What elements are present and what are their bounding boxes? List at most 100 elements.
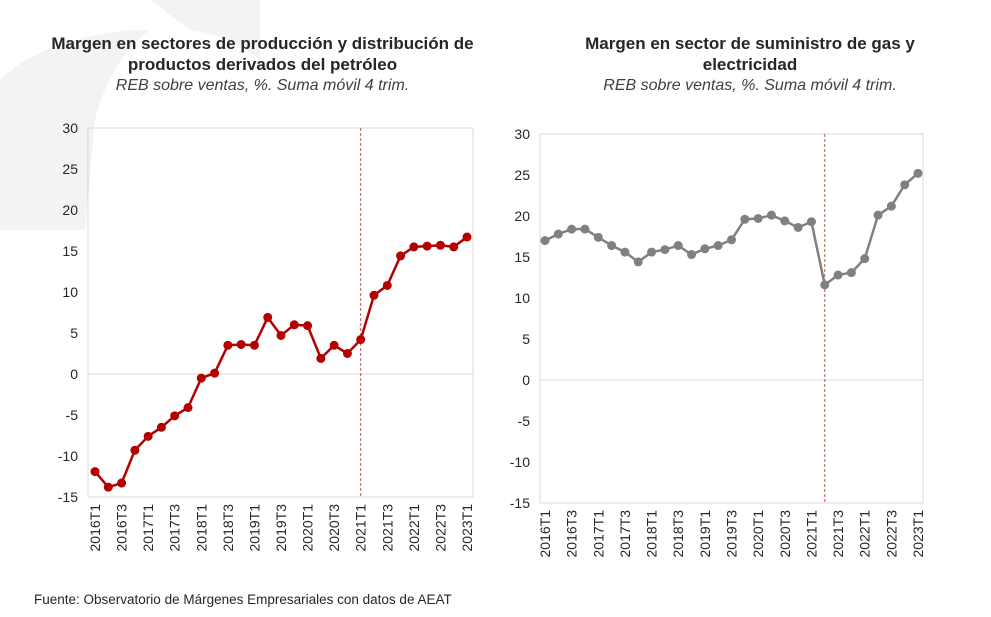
left-data-point [249,340,259,350]
left-y-tick-label: 5 [70,325,78,341]
right-x-tick-label: 2020T1 [750,510,766,558]
left-data-point [382,280,392,290]
left-y-tick-label: 10 [62,284,78,300]
right-y-tick-label: 10 [514,290,530,306]
left-x-tick-label: 2016T3 [114,504,130,552]
left-data-point [435,240,445,250]
right-y-tick-label: -5 [518,413,531,429]
right-data-point [553,229,563,239]
left-x-tick-label: 2022T3 [432,504,448,552]
left-x-tick-label: 2021T1 [353,504,369,552]
right-data-point [567,224,577,234]
left-data-point [462,232,472,242]
right-data-point [713,241,723,251]
right-data-point [913,168,923,178]
right-data-point [687,250,697,260]
right-data-point [647,247,657,257]
right-x-tick-label: 2022T3 [883,510,899,558]
left-data-point [449,242,459,252]
right-x-tick-label: 2023T1 [910,510,926,558]
left-data-point [369,290,379,300]
right-x-tick-label: 2016T1 [537,510,553,558]
left-data-point [263,312,273,322]
left-y-tick-label: 30 [62,120,78,136]
left-x-tick-label: 2021T3 [379,504,395,552]
left-chart-title: Margen en sectores de producción y distr… [51,34,474,74]
left-x-tick-label: 2018T1 [193,504,209,552]
right-data-point [607,241,617,251]
left-chart-subtitle: REB sobre ventas, %. Suma móvil 4 trim. [115,77,410,94]
left-x-tick-label: 2017T1 [140,504,156,552]
source-note: Fuente: Observatorio de Márgenes Empresa… [34,592,452,607]
left-y-tick-label: 20 [62,202,78,218]
left-data-point [143,431,153,441]
right-data-point [673,241,683,251]
right-x-tick-label: 2018T3 [670,510,686,558]
right-data-point [766,210,776,220]
right-x-tick-label: 2019T3 [724,510,740,558]
right-series-line [544,172,919,287]
left-x-tick-label: 2022T1 [406,504,422,552]
left-data-point [103,482,113,492]
left-data-point [409,242,419,252]
right-data-point [886,201,896,211]
right-y-tick-label: 15 [514,249,530,265]
left-data-point [356,335,366,345]
right-x-tick-label: 2020T3 [777,510,793,558]
left-data-point [130,445,140,455]
right-data-point [753,213,763,223]
left-y-tick-label: 15 [62,243,78,259]
left-data-point [117,478,127,488]
right-x-tick-label: 2018T1 [644,510,660,558]
left-data-point [329,340,339,350]
right-data-point [820,280,830,290]
left-data-point [196,373,206,383]
right-plot-frame [539,133,924,504]
left-x-tick-label: 2019T3 [273,504,289,552]
right-data-point [806,217,816,227]
right-x-tick-label: 2019T1 [697,510,713,558]
right-data-point [727,235,736,245]
left-data-point [396,251,406,261]
right-chart-title: Margen en sector de suministro de gas y … [585,34,915,74]
right-data-point [633,257,643,267]
right-x-tick-label: 2017T1 [590,510,606,558]
right-data-point [700,244,710,254]
right-data-point [620,247,630,257]
left-x-tick-label: 2017T3 [167,504,183,552]
right-y-tick-label: 30 [514,126,530,142]
left-data-point [170,411,180,421]
right-data-point [833,270,843,280]
right-y-tick-label: 25 [514,167,530,183]
right-x-tick-label: 2021T3 [830,510,846,558]
right-data-point [580,224,590,234]
right-y-tick-label: 20 [514,208,530,224]
left-data-point [276,330,286,340]
left-data-point [422,241,432,251]
right-data-point [593,232,603,242]
right-x-tick-label: 2016T3 [564,510,580,558]
left-plot-frame [87,127,474,498]
left-data-point [223,340,233,350]
left-y-tick-label: 25 [62,161,78,177]
right-x-tick-label: 2022T1 [857,510,873,558]
right-x-tick-label: 2017T3 [617,510,633,558]
left-x-tick-label: 2019T1 [246,504,262,552]
left-data-point [342,349,352,358]
left-y-tick-label: -5 [66,407,79,423]
right-data-point [660,245,670,255]
right-chart-subtitle: REB sobre ventas, %. Suma móvil 4 trim. [603,77,897,94]
left-y-tick-label: 0 [70,366,78,382]
right-data-point [860,254,870,264]
right-data-point [780,216,790,226]
left-y-tick-label: -10 [58,448,78,464]
left-x-tick-label: 2020T3 [326,504,342,552]
right-y-tick-label: 5 [522,331,530,347]
right-y-tick-label: 0 [522,372,530,388]
right-y-tick-label: -15 [510,495,530,511]
right-data-point [846,268,856,278]
left-x-tick-label: 2018T3 [220,504,236,552]
right-y-tick-label: -10 [510,454,530,470]
